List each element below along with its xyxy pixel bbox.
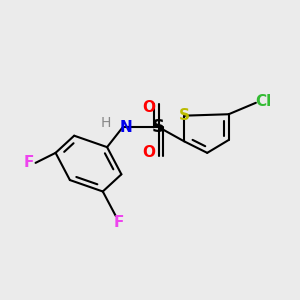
Text: F: F <box>113 215 124 230</box>
Text: S: S <box>179 108 190 123</box>
Text: F: F <box>23 155 34 170</box>
Text: N: N <box>119 120 132 135</box>
Text: Cl: Cl <box>255 94 271 109</box>
Text: H: H <box>100 116 111 130</box>
Text: O: O <box>142 100 155 115</box>
Text: O: O <box>142 146 155 160</box>
Text: S: S <box>152 118 165 136</box>
